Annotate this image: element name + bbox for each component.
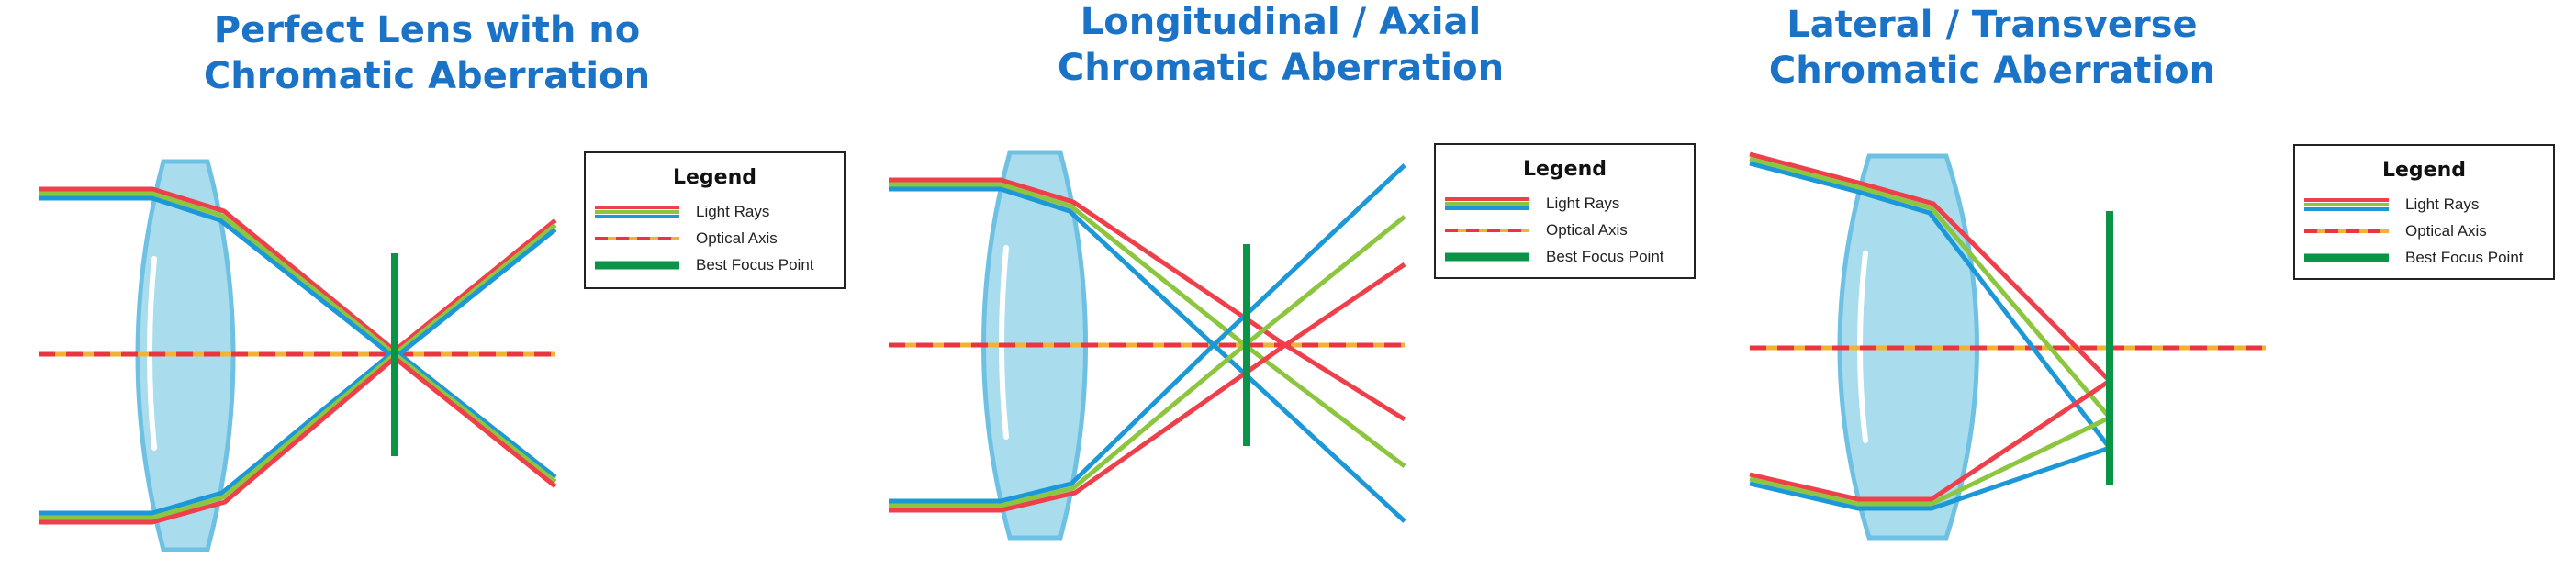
best-focus-swatch-icon bbox=[1445, 252, 1529, 261]
legend-title: Legend bbox=[1522, 158, 1607, 181]
panel-title-line2: Chromatic Aberration bbox=[1768, 50, 2216, 92]
panel-longitudinal: Longitudinal / Axial Chromatic Aberratio… bbox=[854, 0, 1708, 569]
legend-label: Optical Axis bbox=[696, 229, 778, 247]
legend-label: Best Focus Point bbox=[2405, 248, 2524, 266]
light-ray-top-red bbox=[39, 186, 557, 354]
panel-title-line1: Longitudinal / Axial bbox=[1080, 1, 1482, 43]
legend-item-best-focus: Best Focus Point bbox=[586, 251, 844, 278]
panel-perfect-lens: Perfect Lens with no Chromatic Aberratio… bbox=[0, 0, 854, 569]
light-ray-bottom-red bbox=[1749, 378, 2111, 502]
light-ray-bottom-red bbox=[39, 354, 557, 525]
legend-item-best-focus: Best Focus Point bbox=[1436, 243, 1694, 270]
legend-item-light-rays: Light Rays bbox=[1436, 190, 1694, 217]
light-ray-bottom-green bbox=[39, 351, 557, 520]
panel-title: Lateral / Transverse Chromatic Aberratio… bbox=[1717, 2, 2268, 94]
panel-title-line1: Perfect Lens with no bbox=[213, 9, 641, 51]
legend-label: Best Focus Point bbox=[696, 255, 814, 273]
legend-title: Legend bbox=[672, 166, 757, 189]
legend: Legend Light Rays Optical Axis Best Focu… bbox=[2293, 144, 2555, 280]
panel-title: Perfect Lens with no Chromatic Aberratio… bbox=[0, 7, 854, 99]
legend: Legend Light Rays Optical Axis Best Focu… bbox=[1434, 143, 1696, 279]
perfect-lens-diagram bbox=[39, 159, 557, 552]
panel-title-line2: Chromatic Aberration bbox=[203, 55, 651, 97]
light-rays-swatch-icon bbox=[595, 205, 679, 218]
best-focus-swatch-icon bbox=[2304, 253, 2389, 262]
legend: Legend Light Rays Optical Axis Best Focu… bbox=[584, 151, 846, 289]
longitudinal-diagram bbox=[889, 150, 1406, 541]
light-ray-top-blue bbox=[39, 195, 557, 362]
light-rays-swatch-icon bbox=[2304, 197, 2389, 211]
light-ray-bottom-blue bbox=[889, 163, 1406, 504]
light-ray-top-green bbox=[1749, 156, 2111, 419]
light-ray-bottom-blue bbox=[1749, 445, 2111, 511]
legend-item-optical-axis: Optical Axis bbox=[2295, 218, 2553, 244]
light-rays-swatch-icon bbox=[1445, 196, 1529, 210]
optical-axis-swatch-icon bbox=[2304, 229, 2389, 233]
legend-label: Light Rays bbox=[1546, 194, 1620, 212]
legend-label: Best Focus Point bbox=[1546, 247, 1664, 265]
legend-item-optical-axis: Optical Axis bbox=[586, 225, 844, 251]
panel-lateral: Lateral / Transverse Chromatic Aberratio… bbox=[1717, 0, 2576, 569]
legend-label: Light Rays bbox=[2405, 195, 2480, 213]
panel-title-line1: Lateral / Transverse bbox=[1786, 4, 2198, 46]
light-ray-top-red bbox=[889, 177, 1406, 422]
legend-item-optical-axis: Optical Axis bbox=[1436, 217, 1694, 243]
best-focus-swatch-icon bbox=[595, 261, 679, 269]
legend-item-light-rays: Light Rays bbox=[586, 198, 844, 225]
lateral-diagram bbox=[1749, 151, 2266, 541]
legend-title: Legend bbox=[2381, 159, 2467, 182]
panel-title-line2: Chromatic Aberration bbox=[1057, 47, 1505, 89]
legend-item-best-focus: Best Focus Point bbox=[2295, 244, 2553, 271]
light-ray-bottom-green bbox=[889, 215, 1406, 508]
light-ray-bottom-red bbox=[889, 262, 1406, 513]
optical-axis-swatch-icon bbox=[1445, 228, 1529, 232]
light-ray-top-green bbox=[39, 191, 557, 358]
light-ray-bottom-blue bbox=[39, 347, 557, 516]
light-ray-top-blue bbox=[889, 186, 1406, 523]
legend-item-light-rays: Light Rays bbox=[2295, 191, 2553, 218]
light-ray-top-red bbox=[1749, 151, 2111, 383]
legend-label: Optical Axis bbox=[1546, 220, 1628, 239]
panel-title: Longitudinal / Axial Chromatic Aberratio… bbox=[854, 0, 1708, 91]
light-ray-top-green bbox=[889, 182, 1406, 468]
optical-axis-swatch-icon bbox=[595, 236, 679, 240]
light-ray-bottom-green bbox=[1749, 415, 2111, 507]
legend-label: Optical Axis bbox=[2405, 221, 2487, 240]
light-ray-top-blue bbox=[1749, 161, 2111, 450]
legend-label: Light Rays bbox=[696, 202, 770, 220]
